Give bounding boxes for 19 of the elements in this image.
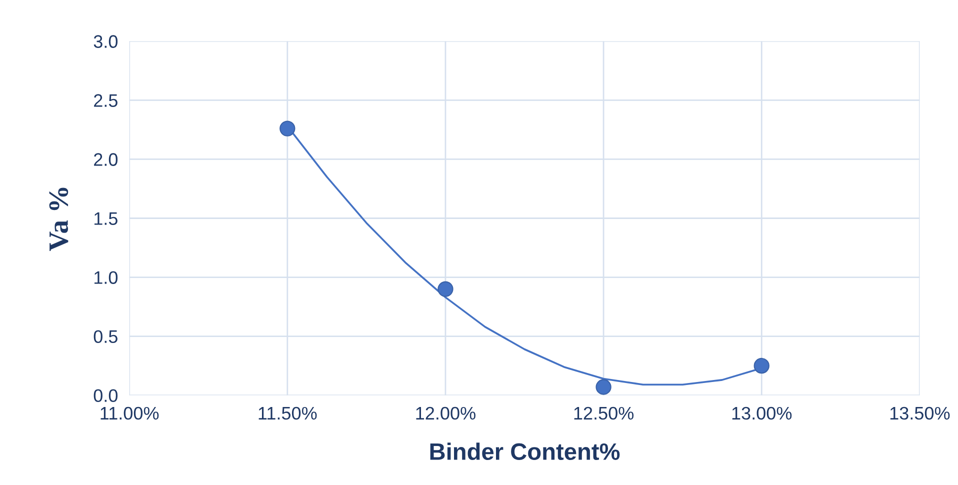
x-tick-label: 12.50%	[574, 406, 634, 420]
x-tick-label: 12.00%	[416, 406, 476, 420]
point	[280, 120, 296, 136]
point	[754, 358, 770, 374]
y-tick-label: 3.0	[94, 35, 118, 48]
x-axis-title: Binder Content%	[430, 442, 620, 460]
x-tick-label: 11.00%	[100, 406, 159, 420]
y-tick-label: 0.5	[94, 330, 118, 343]
y-tick-label: 2.5	[94, 94, 118, 107]
x-tick-label: 11.50%	[258, 406, 317, 420]
y-tick-label: 1.0	[94, 271, 118, 284]
point	[438, 281, 454, 297]
y-tick-label: 0.0	[94, 389, 118, 402]
y-tick-label: 1.5	[94, 212, 118, 225]
x-tick-label: 13.50%	[890, 406, 950, 420]
y-axis-title: Va %	[49, 188, 68, 252]
point	[596, 379, 612, 395]
y-tick-label: 2.0	[94, 153, 118, 166]
x-tick-label: 13.00%	[732, 406, 792, 420]
